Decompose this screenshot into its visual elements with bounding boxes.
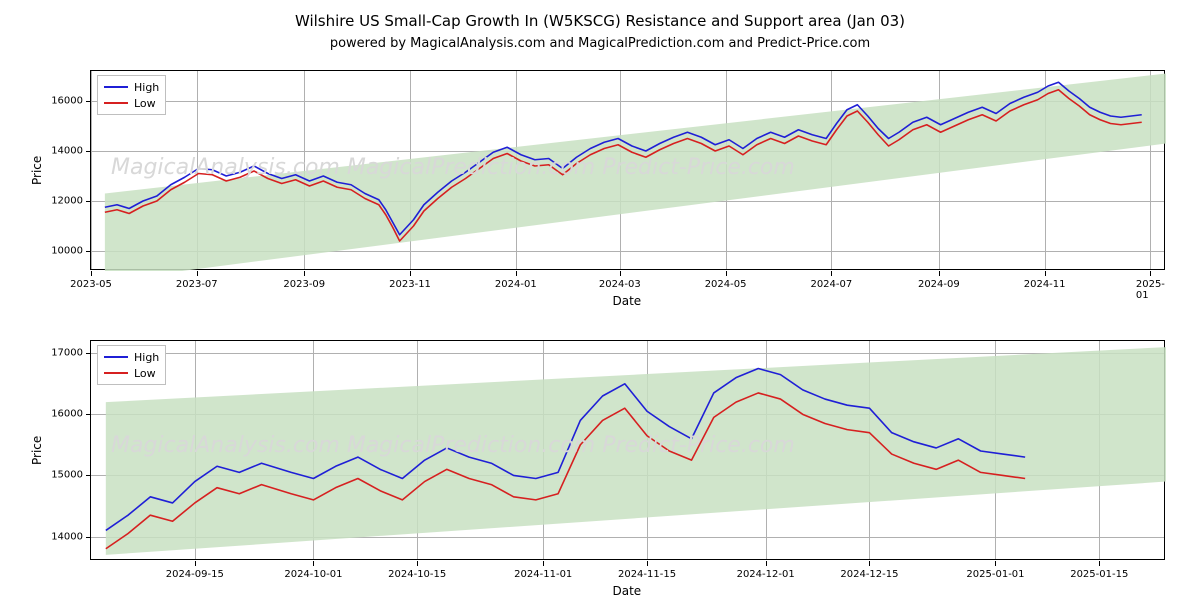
legend-swatch: [104, 86, 128, 88]
support-resistance-band: [106, 347, 1166, 555]
tickmark-v: [1099, 561, 1100, 566]
x-tick-label: 2024-10-01: [284, 569, 342, 580]
x-tick-label: 2024-07: [810, 279, 852, 290]
chart-panel-top: 100001200014000160002023-052023-072023-0…: [90, 70, 1165, 270]
x-tick-label: 2024-11-15: [618, 569, 676, 580]
chart-subtitle-text: powered by MagicalAnalysis.com and Magic…: [330, 36, 870, 51]
legend-label: High: [134, 351, 159, 364]
tickmark-v: [417, 561, 418, 566]
legend: High Low: [97, 345, 166, 385]
x-tick-label: 2025-01-15: [1070, 569, 1128, 580]
tickmark-v: [313, 561, 314, 566]
tickmark-v: [831, 271, 832, 276]
tickmark-v: [869, 561, 870, 566]
legend-row: High: [104, 349, 159, 365]
x-tick-label: 2024-10-15: [388, 569, 446, 580]
tickmark-v: [647, 561, 648, 566]
x-tick-label: 2025-01-01: [966, 569, 1024, 580]
x-tick-label: 2023-11: [389, 279, 431, 290]
x-axis-label-top: Date: [613, 294, 642, 308]
tickmark-v: [516, 271, 517, 276]
y-tick-label: 10000: [33, 246, 83, 257]
tickmark-v: [91, 271, 92, 276]
legend-label: Low: [134, 97, 156, 110]
y-tick-label: 16000: [33, 409, 83, 420]
figure: Wilshire US Small-Cap Growth In (W5KSCG)…: [0, 0, 1200, 600]
x-tick-label: 2024-12-15: [840, 569, 898, 580]
legend-swatch: [104, 356, 128, 358]
legend: High Low: [97, 75, 166, 115]
legend-row: Low: [104, 365, 159, 381]
legend-label: High: [134, 81, 159, 94]
chart-title: Wilshire US Small-Cap Growth In (W5KSCG)…: [0, 12, 1200, 30]
x-tick-label: 2024-05: [705, 279, 747, 290]
y-tick-label: 16000: [33, 96, 83, 107]
legend-row: Low: [104, 95, 159, 111]
x-axis-label-bottom: Date: [613, 584, 642, 598]
tickmark-v: [304, 271, 305, 276]
tickmark-v: [766, 561, 767, 566]
y-tick-label: 14000: [33, 531, 83, 542]
x-tick-label: 2023-09: [283, 279, 325, 290]
legend-row: High: [104, 79, 159, 95]
x-tick-label: 2024-09-15: [166, 569, 224, 580]
tickmark-v: [1150, 271, 1151, 276]
tickmark-v: [620, 271, 621, 276]
legend-label: Low: [134, 367, 156, 380]
x-tick-label: 2024-01: [495, 279, 537, 290]
tickmark-v: [410, 271, 411, 276]
x-tick-label: 2024-11-01: [514, 569, 572, 580]
chart-title-text: Wilshire US Small-Cap Growth In (W5KSCG)…: [295, 12, 905, 30]
tickmark-v: [1045, 271, 1046, 276]
legend-swatch: [104, 372, 128, 374]
x-tick-label: 2024-12-01: [737, 569, 795, 580]
tickmark-v: [197, 271, 198, 276]
plot-svg: [91, 71, 1166, 271]
x-tick-label: 2023-07: [176, 279, 218, 290]
tickmark-v: [995, 561, 996, 566]
x-tick-label: 2024-03: [599, 279, 641, 290]
y-tick-label: 12000: [33, 196, 83, 207]
y-tick-label: 17000: [33, 348, 83, 359]
legend-swatch: [104, 102, 128, 104]
chart-subtitle: powered by MagicalAnalysis.com and Magic…: [0, 36, 1200, 51]
tickmark-v: [939, 271, 940, 276]
tickmark-v: [543, 561, 544, 566]
x-tick-label: 2024-09: [918, 279, 960, 290]
y-axis-label-top: Price: [30, 156, 44, 185]
plot-svg: [91, 341, 1166, 561]
chart-panel-bottom: 140001500016000170002024-09-152024-10-01…: [90, 340, 1165, 560]
y-tick-label: 15000: [33, 470, 83, 481]
tickmark-v: [726, 271, 727, 276]
x-tick-label: 2025-01: [1136, 279, 1165, 301]
x-tick-label: 2023-05: [70, 279, 112, 290]
x-tick-label: 2024-11: [1024, 279, 1066, 290]
tickmark-v: [195, 561, 196, 566]
y-axis-label-bottom: Price: [30, 436, 44, 465]
